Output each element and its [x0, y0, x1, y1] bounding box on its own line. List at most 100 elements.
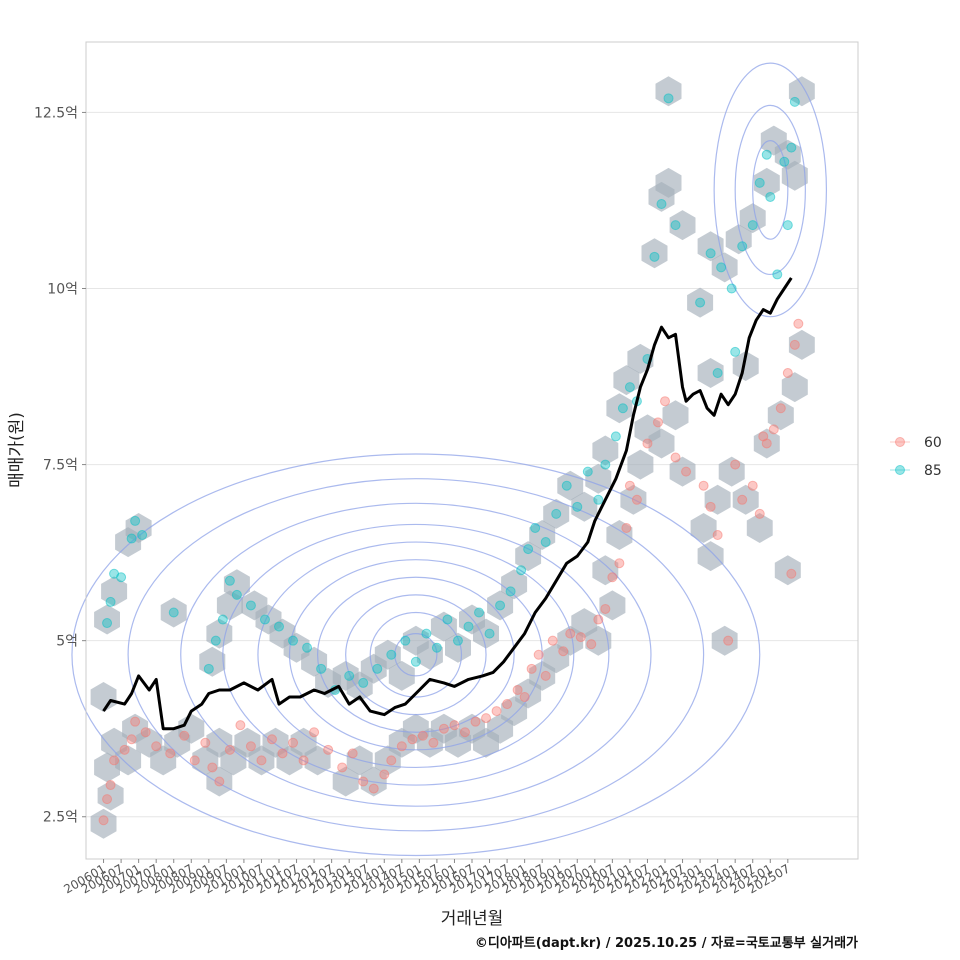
data-point-60[interactable]: [624, 480, 635, 491]
data-point-85[interactable]: [649, 251, 660, 262]
data-point-60[interactable]: [386, 755, 397, 766]
data-point-60[interactable]: [723, 635, 734, 646]
data-point-60[interactable]: [558, 646, 569, 657]
data-point-60[interactable]: [593, 614, 604, 625]
data-point-60[interactable]: [323, 744, 334, 755]
data-point-60[interactable]: [712, 530, 723, 541]
data-point-85[interactable]: [656, 198, 667, 209]
data-point-60[interactable]: [670, 452, 681, 463]
data-point-85[interactable]: [617, 403, 628, 414]
data-point-85[interactable]: [761, 149, 772, 160]
data-point-60[interactable]: [789, 339, 800, 350]
data-point-60[interactable]: [459, 727, 470, 738]
data-point-85[interactable]: [600, 459, 611, 470]
data-point-60[interactable]: [737, 494, 748, 505]
data-point-60[interactable]: [652, 417, 663, 428]
data-point-85[interactable]: [203, 663, 214, 674]
data-point-60[interactable]: [438, 723, 449, 734]
data-point-60[interactable]: [775, 403, 786, 414]
data-point-60[interactable]: [705, 501, 716, 512]
data-point-60[interactable]: [600, 603, 611, 614]
data-point-60[interactable]: [547, 635, 558, 646]
data-point-85[interactable]: [582, 466, 593, 477]
data-point-60[interactable]: [428, 737, 439, 748]
data-point-60[interactable]: [631, 494, 642, 505]
data-point-60[interactable]: [586, 639, 597, 650]
data-point-60[interactable]: [119, 744, 130, 755]
data-point-85[interactable]: [516, 565, 527, 576]
data-point-85[interactable]: [245, 600, 256, 611]
data-point-60[interactable]: [214, 776, 225, 787]
data-point-85[interactable]: [530, 522, 541, 533]
data-point-85[interactable]: [593, 494, 604, 505]
data-point-60[interactable]: [481, 713, 492, 724]
data-point-85[interactable]: [274, 621, 284, 632]
data-point-85[interactable]: [442, 614, 453, 625]
data-point-60[interactable]: [200, 737, 211, 748]
data-point-85[interactable]: [754, 177, 765, 188]
data-point-60[interactable]: [266, 734, 277, 745]
data-point-85[interactable]: [726, 283, 737, 294]
data-point-60[interactable]: [519, 692, 530, 703]
data-point-60[interactable]: [540, 670, 551, 681]
data-point-60[interactable]: [140, 727, 151, 738]
data-point-85[interactable]: [116, 572, 127, 583]
data-point-60[interactable]: [730, 459, 741, 470]
data-point-85[interactable]: [344, 670, 355, 681]
data-point-60[interactable]: [224, 744, 235, 755]
data-point-85[interactable]: [288, 635, 299, 646]
data-point-60[interactable]: [130, 716, 141, 727]
data-point-85[interactable]: [126, 533, 137, 544]
data-point-60[interactable]: [105, 780, 116, 791]
data-point-60[interactable]: [298, 755, 309, 766]
data-point-60[interactable]: [189, 755, 200, 766]
data-point-60[interactable]: [642, 438, 653, 449]
data-point-85[interactable]: [695, 297, 706, 308]
data-point-85[interactable]: [716, 262, 727, 273]
data-point-85[interactable]: [372, 663, 383, 674]
data-point-60[interactable]: [491, 706, 502, 717]
data-point-60[interactable]: [470, 716, 481, 727]
data-point-60[interactable]: [575, 632, 586, 643]
data-point-60[interactable]: [109, 755, 120, 766]
data-point-60[interactable]: [449, 720, 460, 731]
data-point-85[interactable]: [551, 508, 562, 519]
data-point-85[interactable]: [484, 628, 495, 639]
data-point-85[interactable]: [561, 480, 572, 491]
data-point-85[interactable]: [737, 241, 748, 252]
data-point-60[interactable]: [786, 568, 797, 579]
data-point-60[interactable]: [407, 734, 418, 745]
data-point-60[interactable]: [309, 727, 320, 738]
data-point-60[interactable]: [98, 815, 109, 826]
data-point-85[interactable]: [231, 589, 242, 600]
legend-item-60[interactable]: 60: [890, 435, 942, 451]
data-point-85[interactable]: [400, 635, 411, 646]
data-point-85[interactable]: [410, 656, 421, 667]
data-point-85[interactable]: [316, 663, 327, 674]
data-point-60[interactable]: [782, 368, 793, 379]
data-point-60[interactable]: [621, 522, 632, 533]
data-point-85[interactable]: [772, 269, 783, 280]
data-point-60[interactable]: [533, 649, 544, 660]
data-point-60[interactable]: [502, 699, 513, 710]
data-point-60[interactable]: [235, 720, 246, 731]
legend-item-85[interactable]: 85: [890, 463, 942, 479]
data-point-60[interactable]: [681, 466, 692, 477]
data-point-60[interactable]: [256, 755, 267, 766]
data-point-60[interactable]: [747, 480, 758, 491]
data-point-85[interactable]: [474, 607, 485, 618]
data-point-60[interactable]: [793, 318, 804, 329]
data-point-60[interactable]: [526, 663, 537, 674]
data-point-85[interactable]: [302, 642, 313, 653]
data-point-60[interactable]: [379, 769, 390, 780]
data-point-60[interactable]: [758, 431, 769, 442]
data-point-85[interactable]: [705, 248, 716, 259]
data-point-60[interactable]: [368, 783, 379, 794]
data-point-85[interactable]: [224, 575, 235, 586]
data-point-85[interactable]: [105, 596, 116, 607]
data-point-85[interactable]: [217, 614, 228, 625]
data-point-85[interactable]: [624, 382, 635, 393]
data-point-60[interactable]: [277, 748, 288, 759]
data-point-85[interactable]: [712, 368, 723, 379]
data-point-60[interactable]: [165, 748, 176, 759]
